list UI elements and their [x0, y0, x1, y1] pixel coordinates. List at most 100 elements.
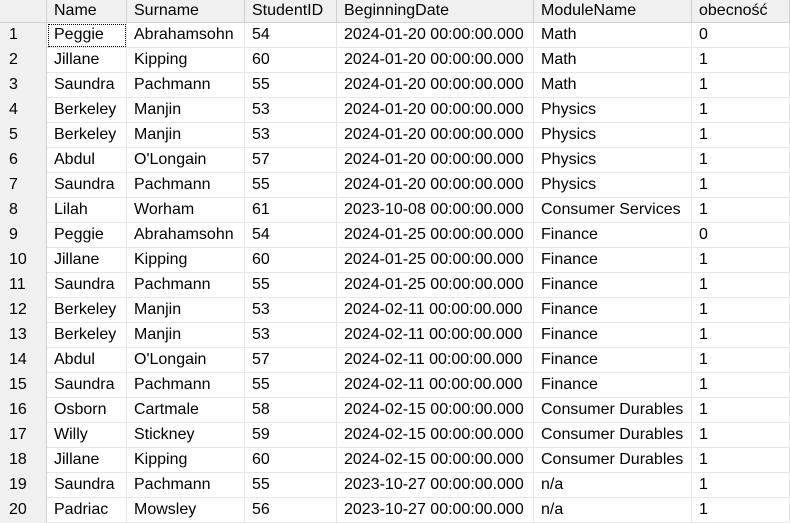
row-number-header[interactable] [0, 0, 47, 23]
cell-studentid[interactable]: 53 [245, 323, 337, 348]
cell-name[interactable]: Berkeley [47, 98, 127, 123]
cell-name[interactable]: Jillane [47, 448, 127, 473]
cell-surname[interactable]: Pachmann [127, 173, 245, 198]
cell-beginningdate[interactable]: 2024-02-11 00:00:00.000 [337, 298, 534, 323]
row-number[interactable]: 15 [0, 373, 47, 398]
cell-obecnosc[interactable]: 1 [692, 248, 790, 273]
row-number[interactable]: 20 [0, 498, 47, 523]
column-header-beginningdate[interactable]: BeginningDate [337, 0, 534, 23]
table-row[interactable]: 2 Jillane Kipping 60 2024-01-20 00:00:00.000… [0, 48, 790, 73]
column-header-surname[interactable]: Surname [127, 0, 245, 23]
cell-name[interactable]: Saundra [47, 273, 127, 298]
cell-obecnosc[interactable]: 1 [692, 98, 790, 123]
cell-beginningdate[interactable]: 2024-01-25 00:00:00.000 [337, 223, 534, 248]
row-number[interactable]: 11 [0, 273, 47, 298]
cell-beginningdate[interactable]: 2024-01-20 00:00:00.000 [337, 173, 534, 198]
table-row[interactable]: 19 Saundra Pachmann 55 2023-10-27 00:00:00.0… [0, 473, 790, 498]
table-row[interactable]: 16 Osborn Cartmale 58 2024-02-15 00:00:00.00… [0, 398, 790, 423]
cell-studentid[interactable]: 55 [245, 273, 337, 298]
cell-modulename[interactable]: Finance [534, 248, 692, 273]
cell-studentid[interactable]: 54 [245, 223, 337, 248]
cell-surname[interactable]: Abrahamsohn [127, 223, 245, 248]
cell-studentid[interactable]: 60 [245, 248, 337, 273]
cell-surname[interactable]: Manjin [127, 98, 245, 123]
cell-beginningdate[interactable]: 2024-01-20 00:00:00.000 [337, 148, 534, 173]
cell-studentid[interactable]: 55 [245, 373, 337, 398]
row-number[interactable]: 10 [0, 248, 47, 273]
cell-beginningdate[interactable]: 2024-01-20 00:00:00.000 [337, 48, 534, 73]
row-number[interactable]: 8 [0, 198, 47, 223]
cell-studentid[interactable]: 60 [245, 448, 337, 473]
cell-name[interactable]: Osborn [47, 398, 127, 423]
cell-beginningdate[interactable]: 2024-01-25 00:00:00.000 [337, 248, 534, 273]
cell-studentid[interactable]: 53 [245, 298, 337, 323]
row-number[interactable]: 9 [0, 223, 47, 248]
cell-name[interactable]: Lilah [47, 198, 127, 223]
cell-surname[interactable]: Pachmann [127, 73, 245, 98]
cell-surname[interactable]: Kipping [127, 248, 245, 273]
cell-obecnosc[interactable]: 1 [692, 173, 790, 198]
table-row[interactable]: 10 Jillane Kipping 60 2024-01-25 00:00:00.00… [0, 248, 790, 273]
cell-obecnosc[interactable]: 0 [692, 223, 790, 248]
cell-surname[interactable]: Pachmann [127, 473, 245, 498]
cell-obecnosc[interactable]: 1 [692, 298, 790, 323]
cell-modulename[interactable]: Finance [534, 348, 692, 373]
cell-surname[interactable]: Manjin [127, 123, 245, 148]
cell-studentid[interactable]: 56 [245, 498, 337, 523]
table-row[interactable]: 11 Saundra Pachmann 55 2024-01-25 00:00:00.0… [0, 273, 790, 298]
cell-surname[interactable]: Abrahamsohn [127, 23, 245, 48]
cell-modulename[interactable]: Physics [534, 98, 692, 123]
cell-name[interactable]: Berkeley [47, 298, 127, 323]
table-row[interactable]: 7 Saundra Pachmann 55 2024-01-20 00:00:00.00… [0, 173, 790, 198]
cell-beginningdate[interactable]: 2023-10-27 00:00:00.000 [337, 498, 534, 523]
cell-modulename[interactable]: Physics [534, 173, 692, 198]
cell-studentid[interactable]: 57 [245, 148, 337, 173]
cell-modulename[interactable]: Finance [534, 223, 692, 248]
table-row[interactable]: 1 Peggie Abrahamsohn 54 2024-01-20 00:00:00.… [0, 23, 790, 48]
cell-obecnosc[interactable]: 1 [692, 123, 790, 148]
cell-beginningdate[interactable]: 2024-01-20 00:00:00.000 [337, 123, 534, 148]
row-number[interactable]: 19 [0, 473, 47, 498]
cell-name[interactable]: Saundra [47, 373, 127, 398]
cell-name[interactable]: Willy [47, 423, 127, 448]
table-row[interactable]: 12 Berkeley Manjin 53 2024-02-11 00:00:00.00… [0, 298, 790, 323]
column-header-name[interactable]: Name [47, 0, 127, 23]
cell-studentid[interactable]: 53 [245, 98, 337, 123]
row-number[interactable]: 7 [0, 173, 47, 198]
cell-studentid[interactable]: 59 [245, 423, 337, 448]
cell-obecnosc[interactable]: 1 [692, 348, 790, 373]
cell-studentid[interactable]: 55 [245, 473, 337, 498]
cell-name[interactable]: Saundra [47, 473, 127, 498]
cell-modulename[interactable]: Physics [534, 148, 692, 173]
cell-beginningdate[interactable]: 2024-02-15 00:00:00.000 [337, 398, 534, 423]
cell-modulename[interactable]: Finance [534, 273, 692, 298]
cell-surname[interactable]: Stickney [127, 423, 245, 448]
cell-modulename[interactable]: Consumer Durables [534, 398, 692, 423]
cell-modulename[interactable]: Consumer Services [534, 198, 692, 223]
cell-obecnosc[interactable]: 1 [692, 473, 790, 498]
row-number[interactable]: 13 [0, 323, 47, 348]
row-number[interactable]: 12 [0, 298, 47, 323]
cell-surname[interactable]: Worham [127, 198, 245, 223]
cell-obecnosc[interactable]: 1 [692, 48, 790, 73]
cell-surname[interactable]: Cartmale [127, 398, 245, 423]
row-number[interactable]: 6 [0, 148, 47, 173]
cell-beginningdate[interactable]: 2024-02-11 00:00:00.000 [337, 348, 534, 373]
table-row[interactable]: 20 Padriac Mowsley 56 2023-10-27 00:00:00.00… [0, 498, 790, 523]
cell-obecnosc[interactable]: 1 [692, 448, 790, 473]
table-row[interactable]: 5 Berkeley Manjin 53 2024-01-20 00:00:00.000… [0, 123, 790, 148]
cell-obecnosc[interactable]: 1 [692, 273, 790, 298]
cell-beginningdate[interactable]: 2024-01-20 00:00:00.000 [337, 23, 534, 48]
cell-surname[interactable]: Pachmann [127, 373, 245, 398]
cell-surname[interactable]: Kipping [127, 48, 245, 73]
cell-modulename[interactable]: Math [534, 48, 692, 73]
row-number[interactable]: 14 [0, 348, 47, 373]
row-number[interactable]: 5 [0, 123, 47, 148]
table-row[interactable]: 17 Willy Stickney 59 2024-02-15 00:00:00.000… [0, 423, 790, 448]
cell-beginningdate[interactable]: 2024-01-25 00:00:00.000 [337, 273, 534, 298]
column-header-obecnosc[interactable]: obecność [692, 0, 790, 23]
cell-name[interactable]: Abdul [47, 148, 127, 173]
cell-beginningdate[interactable]: 2024-01-20 00:00:00.000 [337, 73, 534, 98]
cell-modulename[interactable]: Math [534, 23, 692, 48]
